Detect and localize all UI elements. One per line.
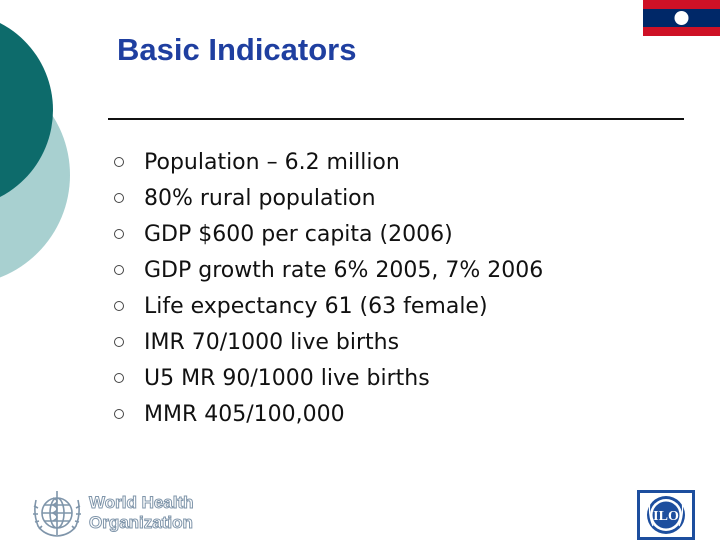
bullet-text: Life expectancy 61 (63 female) (144, 293, 488, 319)
list-item: MMR 405/100,000 (112, 396, 543, 432)
ilo-emblem-icon: ILO (637, 490, 695, 540)
bullet-text: 80% rural population (144, 185, 376, 211)
bullet-text: Population – 6.2 million (144, 149, 400, 175)
circle-bullet-icon (114, 193, 124, 203)
ilo-logo: ILO (637, 490, 695, 540)
indicator-list: Population – 6.2 million 80% rural popul… (112, 144, 543, 432)
list-item: GDP growth rate 6% 2005, 7% 2006 (112, 252, 543, 288)
bullet-text: MMR 405/100,000 (144, 401, 345, 427)
who-logo: World Health Organization (30, 488, 195, 538)
circle-bullet-icon (114, 337, 124, 347)
list-item: IMR 70/1000 live births (112, 324, 543, 360)
list-item: 80% rural population (112, 180, 543, 216)
laos-flag-icon (643, 0, 720, 36)
decorative-circles (0, 22, 70, 278)
who-emblem-icon (33, 491, 81, 537)
bullet-text: GDP $600 per capita (2006) (144, 221, 453, 247)
bullet-text: U5 MR 90/1000 live births (144, 365, 430, 391)
circle-bullet-icon (114, 373, 124, 383)
circle-bullet-icon (114, 409, 124, 419)
list-item: U5 MR 90/1000 live births (112, 360, 543, 396)
list-item: Life expectancy 61 (63 female) (112, 288, 543, 324)
bullet-text: IMR 70/1000 live births (144, 329, 400, 355)
list-item: Population – 6.2 million (112, 144, 543, 180)
bullet-text: GDP growth rate 6% 2005, 7% 2006 (144, 257, 544, 283)
circle-bullet-icon (114, 265, 124, 275)
title-divider (108, 118, 684, 120)
circle-bullet-icon (114, 301, 124, 311)
slide-title: Basic Indicators (117, 32, 357, 67)
circle-bullet-icon (114, 157, 124, 167)
list-item: GDP $600 per capita (2006) (112, 216, 543, 252)
circle-bullet-icon (114, 229, 124, 239)
who-name-line1: World Health (89, 493, 195, 513)
ilo-text: ILO (653, 509, 679, 524)
who-name-line2: Organization (89, 513, 194, 533)
